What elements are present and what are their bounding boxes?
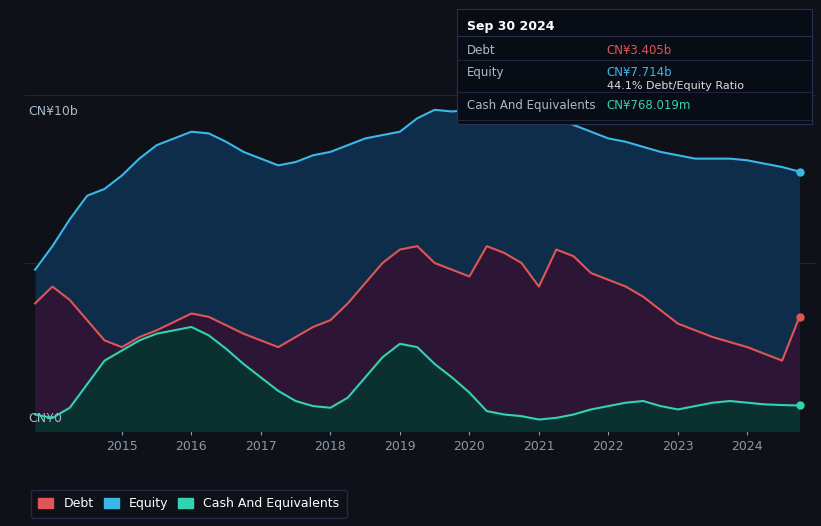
Text: Debt: Debt — [467, 44, 496, 57]
Text: CN¥0: CN¥0 — [29, 411, 62, 424]
Text: Equity: Equity — [467, 66, 505, 79]
Legend: Debt, Equity, Cash And Equivalents: Debt, Equity, Cash And Equivalents — [31, 490, 346, 518]
Text: CN¥10b: CN¥10b — [29, 105, 78, 118]
Text: CN¥7.714b: CN¥7.714b — [607, 66, 672, 79]
Text: Sep 30 2024: Sep 30 2024 — [467, 19, 555, 33]
Text: CN¥768.019m: CN¥768.019m — [607, 99, 691, 112]
Text: Cash And Equivalents: Cash And Equivalents — [467, 99, 596, 112]
Text: 44.1% Debt/Equity Ratio: 44.1% Debt/Equity Ratio — [607, 80, 744, 90]
Text: CN¥3.405b: CN¥3.405b — [607, 44, 672, 57]
